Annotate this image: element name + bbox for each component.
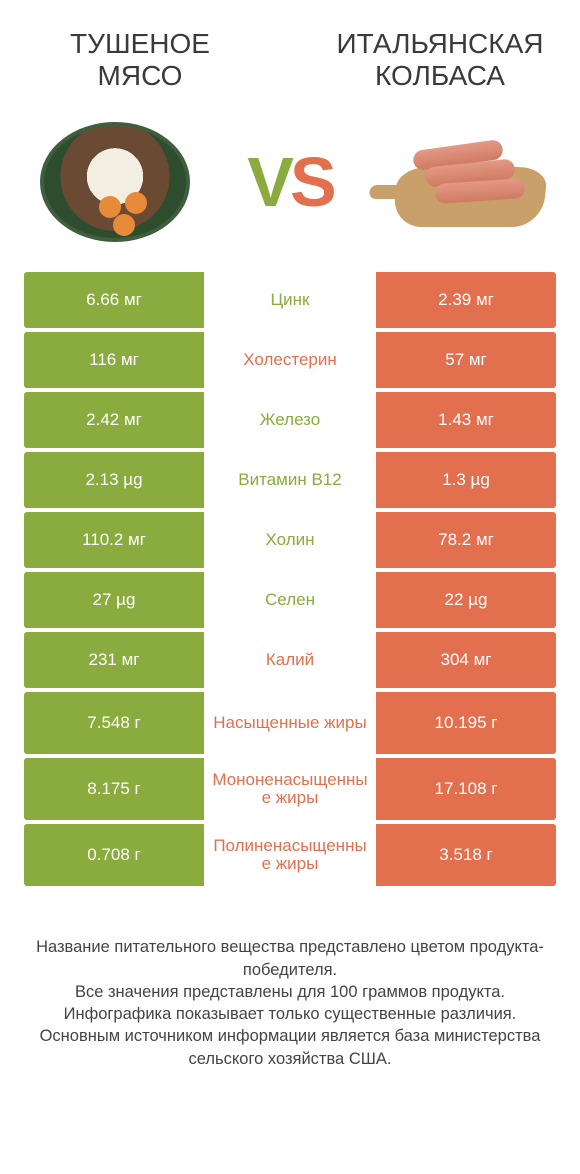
nutrient-label: Мононенасыщенные жиры: [204, 758, 376, 820]
nutrient-label: Холин: [204, 512, 376, 568]
left-product-title: ТУШЕНОЕ МЯСО: [30, 28, 250, 92]
table-row: 116 мгХолестерин57 мг: [24, 332, 556, 388]
left-value: 2.42 мг: [24, 392, 204, 448]
nutrient-label: Цинк: [204, 272, 376, 328]
comparison-table: 6.66 мгЦинк2.39 мг116 мгХолестерин57 мг2…: [0, 272, 580, 886]
footer-line-3: Инфографика показывает только существенн…: [28, 1003, 552, 1025]
nutrient-label: Селен: [204, 572, 376, 628]
right-value: 1.43 мг: [376, 392, 556, 448]
footer-notes: Название питательного вещества представл…: [0, 890, 580, 1070]
right-value: 78.2 мг: [376, 512, 556, 568]
right-value: 10.195 г: [376, 692, 556, 754]
left-value: 231 мг: [24, 632, 204, 688]
right-value: 17.108 г: [376, 758, 556, 820]
table-row: 8.175 гМононенасыщенные жиры17.108 г: [24, 758, 556, 820]
header: ТУШЕНОЕ МЯСО ИТАЛЬЯНСКАЯ КОЛБАСА: [0, 0, 580, 102]
vs-v: V: [247, 143, 290, 221]
left-value: 110.2 мг: [24, 512, 204, 568]
left-product-image: [30, 122, 200, 242]
sausage-icon: [385, 137, 545, 227]
vs-s: S: [290, 143, 333, 221]
left-value: 0.708 г: [24, 824, 204, 886]
table-row: 27 µgСелен22 µg: [24, 572, 556, 628]
vs-row: VS: [0, 102, 580, 272]
table-row: 110.2 мгХолин78.2 мг: [24, 512, 556, 568]
right-value: 3.518 г: [376, 824, 556, 886]
table-row: 6.66 мгЦинк2.39 мг: [24, 272, 556, 328]
left-value: 2.13 µg: [24, 452, 204, 508]
footer-line-4: Основным источником информации является …: [28, 1025, 552, 1070]
table-row: 231 мгКалий304 мг: [24, 632, 556, 688]
nutrient-label: Витамин B12: [204, 452, 376, 508]
left-value: 8.175 г: [24, 758, 204, 820]
table-row: 2.13 µgВитамин B121.3 µg: [24, 452, 556, 508]
right-product-title: ИТАЛЬЯНСКАЯ КОЛБАСА: [330, 28, 550, 92]
right-value: 1.3 µg: [376, 452, 556, 508]
vs-label: VS: [247, 142, 332, 222]
table-row: 0.708 гПолиненасыщенные жиры3.518 г: [24, 824, 556, 886]
nutrient-label: Калий: [204, 632, 376, 688]
pot-roast-icon: [40, 122, 190, 242]
table-row: 2.42 мгЖелезо1.43 мг: [24, 392, 556, 448]
right-value: 22 µg: [376, 572, 556, 628]
nutrient-label: Холестерин: [204, 332, 376, 388]
right-value: 2.39 мг: [376, 272, 556, 328]
left-value: 6.66 мг: [24, 272, 204, 328]
nutrient-label: Железо: [204, 392, 376, 448]
right-value: 57 мг: [376, 332, 556, 388]
left-value: 116 мг: [24, 332, 204, 388]
right-product-image: [380, 122, 550, 242]
footer-line-1: Название питательного вещества представл…: [28, 936, 552, 981]
left-value: 27 µg: [24, 572, 204, 628]
right-value: 304 мг: [376, 632, 556, 688]
left-value: 7.548 г: [24, 692, 204, 754]
nutrient-label: Полиненасыщенные жиры: [204, 824, 376, 886]
table-row: 7.548 гНасыщенные жиры10.195 г: [24, 692, 556, 754]
nutrient-label: Насыщенные жиры: [204, 692, 376, 754]
footer-line-2: Все значения представлены для 100 граммо…: [28, 981, 552, 1003]
